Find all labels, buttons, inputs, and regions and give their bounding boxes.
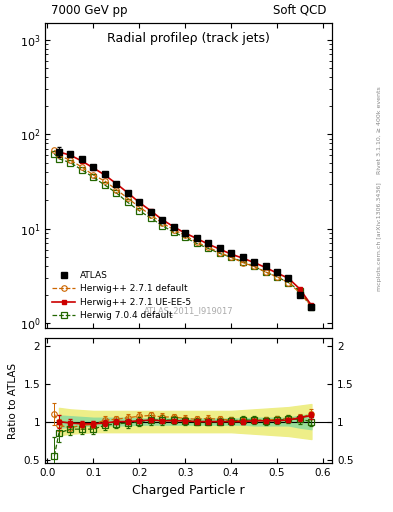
Text: 7000 GeV pp: 7000 GeV pp [51,4,127,17]
X-axis label: Charged Particle r: Charged Particle r [132,484,245,497]
Text: mcplots.cern.ch [arXiv:1306.3436]: mcplots.cern.ch [arXiv:1306.3436] [377,182,382,291]
Text: Rivet 3.1.10, ≥ 400k events: Rivet 3.1.10, ≥ 400k events [377,86,382,174]
Text: ATLAS_2011_I919017: ATLAS_2011_I919017 [144,307,233,315]
Text: Soft QCD: Soft QCD [273,4,326,17]
Y-axis label: Ratio to ATLAS: Ratio to ATLAS [8,362,18,439]
Text: Radial profileρ (track jets): Radial profileρ (track jets) [107,32,270,45]
Legend: ATLAS, Herwig++ 2.7.1 default, Herwig++ 2.7.1 UE-EE-5, Herwig 7.0.4 default: ATLAS, Herwig++ 2.7.1 default, Herwig++ … [50,268,193,323]
